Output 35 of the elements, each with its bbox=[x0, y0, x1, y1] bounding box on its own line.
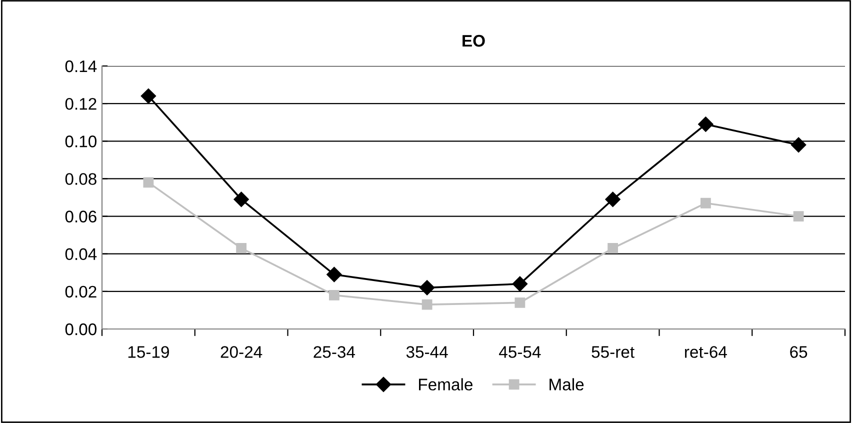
point bbox=[605, 192, 620, 207]
chart-title: EO bbox=[462, 34, 485, 47]
point bbox=[698, 116, 714, 132]
y-tick-label: 0.08 bbox=[65, 173, 96, 185]
point bbox=[514, 297, 526, 308]
y-tick-label: 0.02 bbox=[65, 286, 96, 298]
x-tick-label: 25-34 bbox=[314, 346, 356, 358]
y-tick-label: 0.10 bbox=[65, 136, 96, 148]
y-tick-label: 0.00 bbox=[65, 323, 96, 336]
point bbox=[700, 198, 711, 208]
point bbox=[793, 211, 804, 222]
legend-label: Female bbox=[419, 378, 472, 390]
x-tick-label: 20-24 bbox=[220, 346, 262, 358]
legend-label: Male bbox=[550, 378, 584, 390]
x-tick-label: 45-54 bbox=[499, 346, 541, 358]
y-tick-label: 0.14 bbox=[65, 60, 97, 72]
point bbox=[140, 88, 156, 104]
point bbox=[512, 276, 528, 292]
x-tick-label: 55-ret bbox=[592, 346, 634, 358]
point bbox=[608, 243, 618, 254]
y-tick-label: 0.06 bbox=[65, 210, 96, 222]
point bbox=[234, 192, 249, 207]
y-tick-label: 0.12 bbox=[65, 98, 96, 110]
x-tick-label: 65 bbox=[790, 346, 808, 358]
y-tick-label: 0.04 bbox=[65, 248, 97, 260]
x-tick-label: 15-19 bbox=[128, 346, 169, 358]
point bbox=[326, 266, 342, 282]
point bbox=[419, 280, 435, 296]
point bbox=[328, 290, 340, 300]
point bbox=[143, 177, 154, 188]
point bbox=[236, 243, 247, 254]
x-tick-label: 35-44 bbox=[406, 346, 448, 358]
point bbox=[422, 299, 432, 310]
point bbox=[790, 137, 806, 152]
x-tick-label: ret-64 bbox=[685, 346, 727, 358]
